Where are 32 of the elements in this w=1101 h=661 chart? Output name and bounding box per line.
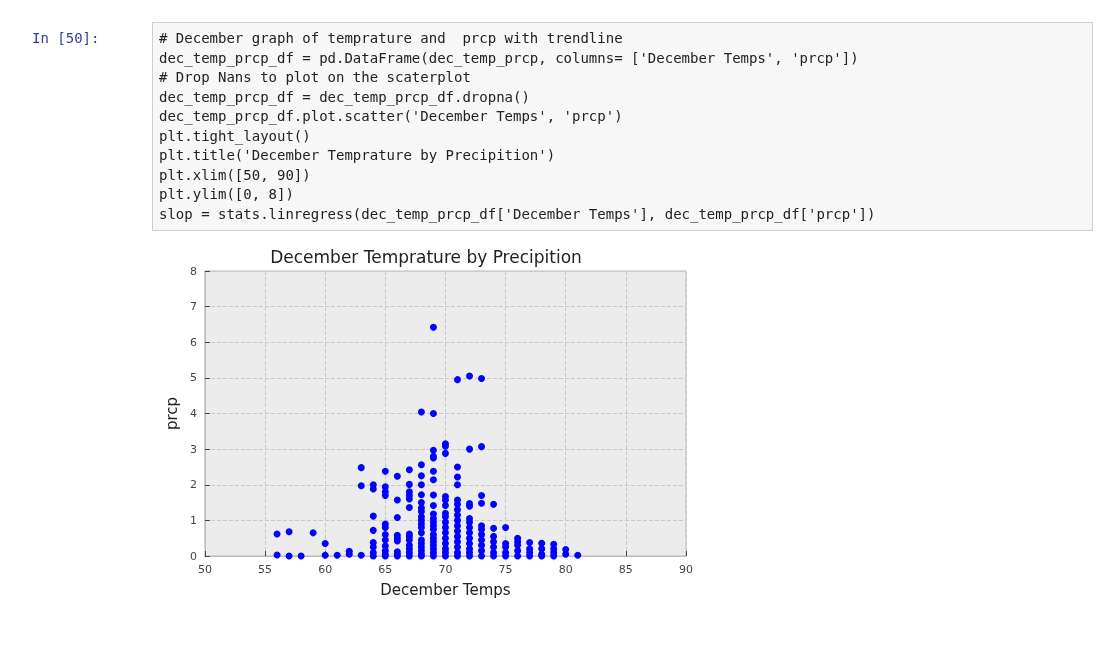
text: # December graph of temprature and prcp with trendline — [159, 29, 624, 48]
text: plt.title('December Temprature by Precipition') — [159, 146, 557, 165]
y-tick-label: 4 — [189, 407, 197, 420]
text: plt.xlim([50, 90]) — [159, 165, 312, 185]
x-tick-label: 80 — [558, 563, 573, 576]
x-tick-label: 90 — [679, 563, 693, 576]
x-tick-label: 55 — [258, 563, 273, 576]
text: # Drop Nans to plot on the scaterplot — [159, 68, 472, 87]
y-tick-label: 6 — [189, 335, 197, 349]
y-tick-label: 8 — [189, 264, 197, 278]
text: dec_temp_prcp_df = pd.DataFrame(dec_temp_prcp, columns= ['December Temps', 'prcp']) — [159, 48, 860, 68]
y-tick-label: 3 — [189, 442, 197, 456]
x-tick-label: 75 — [498, 563, 513, 576]
y-tick-label: 1 — [189, 513, 197, 527]
y-tick-label: 7 — [189, 300, 197, 314]
chart-title: December Temprature by Precipition — [270, 246, 582, 267]
x-axis-title: December Temps — [380, 580, 511, 599]
text: dec_temp_prcp_df = dec_temp_prcp_df.dropna() — [159, 87, 531, 107]
x-tick-label: 70 — [438, 563, 453, 576]
x-tick-label: 50 — [197, 563, 212, 576]
text: In [50]: — [31, 29, 101, 48]
y-tick-label: 5 — [189, 371, 197, 385]
y-axis-title: prcp — [162, 396, 181, 431]
x-tick-label: 85 — [618, 563, 633, 576]
y-tick-label: 2 — [189, 478, 197, 492]
x-tick-label: 65 — [378, 563, 393, 576]
text: dec_temp_prcp_df.plot.scatter('December Temps', 'prcp') — [159, 107, 624, 127]
text: slop = stats.linregress(dec_temp_prcp_df['December Temps'], dec_temp_prcp_df['prcp']) — [159, 204, 877, 224]
x-tick-label: 60 — [318, 563, 333, 576]
text: plt.ylim([0, 8]) — [159, 185, 295, 204]
text: plt.tight_layout() — [159, 126, 312, 146]
y-tick-label: 0 — [189, 549, 197, 563]
